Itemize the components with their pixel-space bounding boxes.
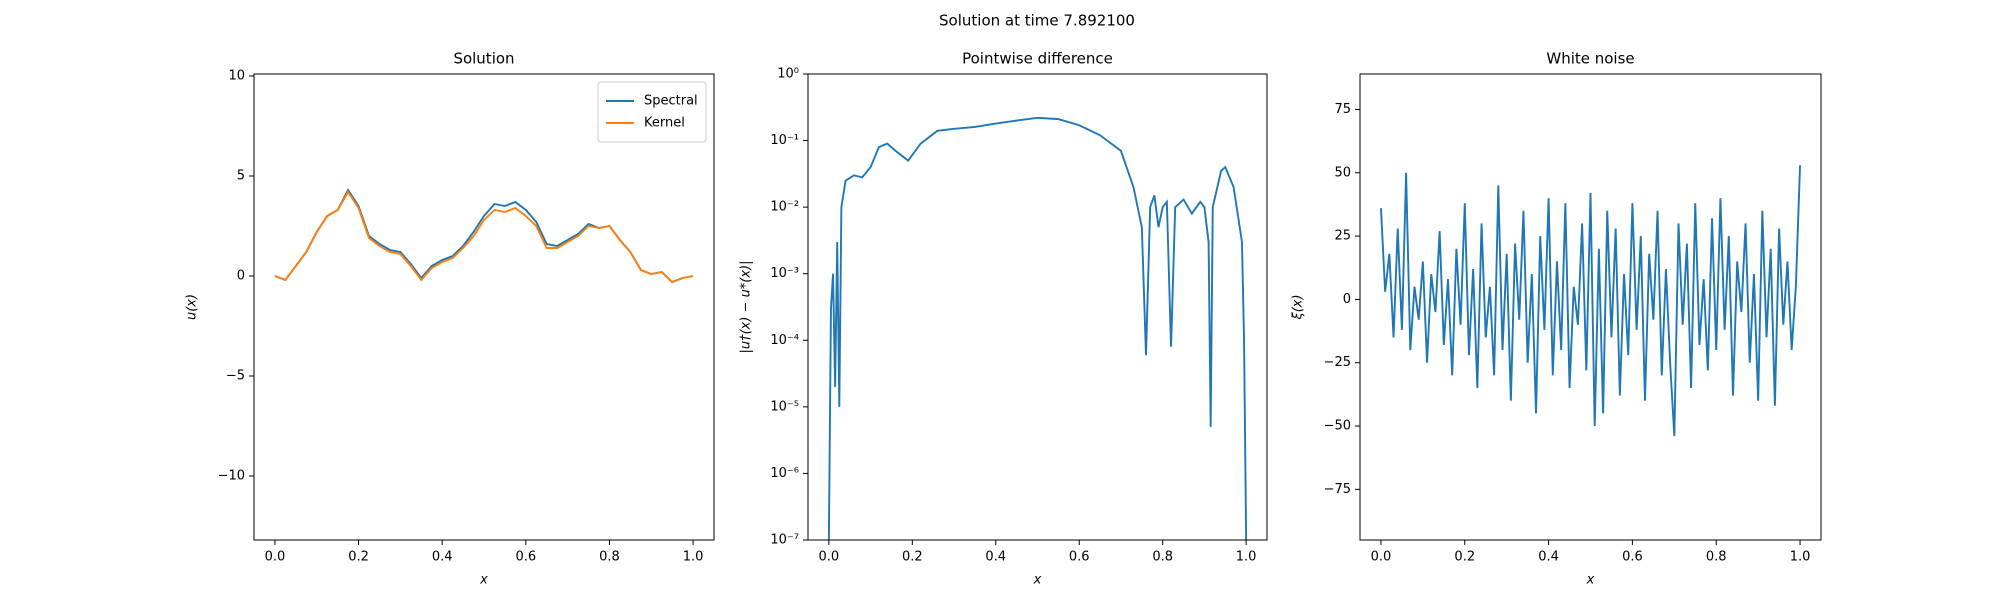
y-tick-label: −50 xyxy=(1324,419,1351,434)
y-tick-label: 10 xyxy=(228,69,245,84)
axes-title: Pointwise difference xyxy=(962,50,1113,68)
y-tick-label: 50 xyxy=(1334,165,1351,180)
x-axis-label: x xyxy=(479,573,488,588)
x-tick-label: 0.4 xyxy=(1538,550,1559,565)
y-tick-label: 10⁻³ xyxy=(770,266,799,281)
data-line xyxy=(274,188,694,284)
axes-frame xyxy=(1359,73,1822,541)
data-line xyxy=(274,190,694,284)
y-axis-label: u(x) xyxy=(185,294,200,320)
y-tick-label: −10 xyxy=(218,469,245,484)
y-tick-label: −25 xyxy=(1324,355,1351,370)
y-tick-label: 10⁻⁵ xyxy=(770,399,799,414)
x-tick-label: 1.0 xyxy=(1790,550,1811,565)
x-tick-label: 0.0 xyxy=(1371,550,1392,565)
legend-box xyxy=(597,81,707,143)
x-tick-label: 0.4 xyxy=(985,550,1006,565)
axes-title: White noise xyxy=(1546,50,1634,68)
y-tick-label: 0 xyxy=(1343,292,1351,307)
x-tick-label: 0.6 xyxy=(1622,550,1643,565)
x-tick-label: 1.0 xyxy=(683,550,704,565)
y-tick-label: 10⁰ xyxy=(777,67,799,82)
x-tick-label: 0.6 xyxy=(1069,550,1090,565)
y-tick-label: 10⁻⁴ xyxy=(770,333,799,348)
legend-label: Kernel xyxy=(644,116,685,131)
y-tick-label: 10⁻⁶ xyxy=(770,466,799,481)
x-tick-label: 0.0 xyxy=(265,550,286,565)
x-tick-label: 0.8 xyxy=(1706,550,1727,565)
y-tick-label: 10⁻² xyxy=(770,200,799,215)
x-tick-label: 0.0 xyxy=(819,550,840,565)
y-axis-label: ξ(x) xyxy=(1291,294,1306,320)
x-tick-label: 0.2 xyxy=(1454,550,1475,565)
y-axis-label: |u†(x) − u*(x)| xyxy=(739,260,754,353)
x-tick-label: 0.2 xyxy=(348,550,369,565)
y-tick-label: −75 xyxy=(1324,482,1351,497)
x-tick-label: 0.2 xyxy=(902,550,923,565)
x-axis-label: x xyxy=(1586,573,1595,588)
y-tick-label: 25 xyxy=(1334,229,1351,244)
data-line xyxy=(1380,165,1801,437)
x-axis-label: x xyxy=(1033,573,1042,588)
figure-title: Solution at time 7.892100 xyxy=(939,12,1135,30)
x-tick-label: 1.0 xyxy=(1236,550,1257,565)
axes-frame xyxy=(253,73,715,541)
y-tick-label: 5 xyxy=(237,169,245,184)
axes-frame xyxy=(807,73,1268,541)
x-tick-label: 0.4 xyxy=(432,550,453,565)
axes-title: Solution xyxy=(453,50,514,68)
legend-label: Spectral xyxy=(644,94,698,109)
x-tick-label: 0.6 xyxy=(515,550,536,565)
y-tick-label: 10⁻⁷ xyxy=(770,533,799,548)
y-tick-label: 75 xyxy=(1334,102,1351,117)
y-tick-label: 10⁻¹ xyxy=(770,133,799,148)
y-tick-label: −5 xyxy=(226,369,245,384)
y-tick-label: 0 xyxy=(237,269,245,284)
data-line xyxy=(827,116,1248,540)
x-tick-label: 0.8 xyxy=(1152,550,1173,565)
x-tick-label: 0.8 xyxy=(599,550,620,565)
